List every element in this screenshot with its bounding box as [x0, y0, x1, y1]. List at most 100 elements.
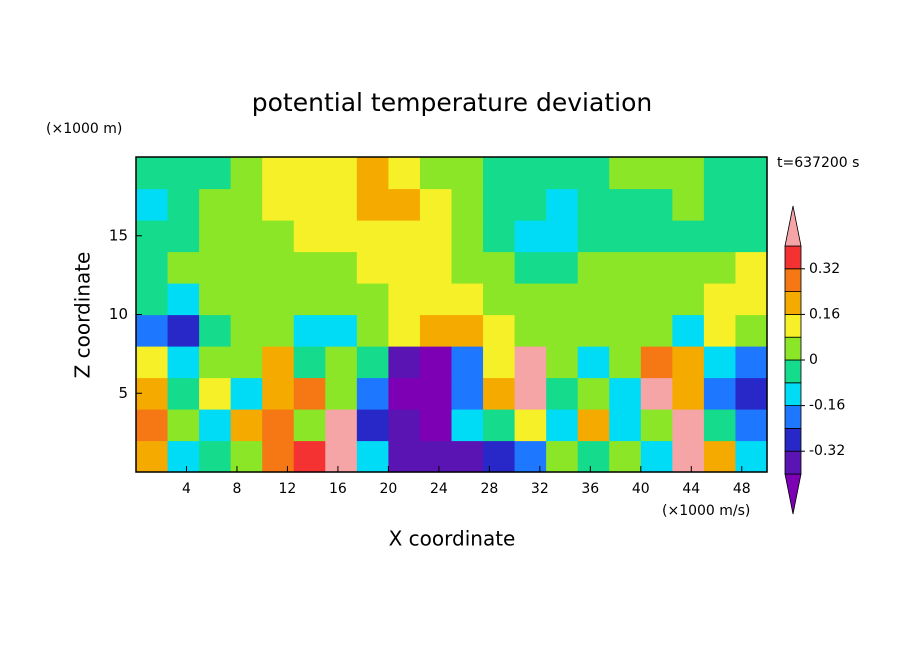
- x-unit-label: (×1000 m/s): [662, 503, 750, 519]
- contour-cell: [167, 409, 200, 442]
- y-axis-title: Z coordinate: [71, 252, 95, 379]
- contour-cell: [356, 283, 389, 316]
- contour-cell: [451, 157, 484, 190]
- contour-cell: [199, 346, 232, 379]
- contour-cell: [514, 377, 547, 410]
- contour-cell: [136, 346, 169, 379]
- contour-cell: [640, 283, 673, 316]
- contour-cell: [483, 440, 516, 473]
- contour-cell: [546, 188, 579, 221]
- contour-cell: [577, 346, 610, 379]
- colorbar-triangle-low: [784, 473, 802, 515]
- contour-cell: [483, 220, 516, 253]
- contour-cell: [293, 283, 326, 316]
- contour-cell: [451, 346, 484, 379]
- contour-cell: [356, 440, 389, 473]
- contour-cell: [230, 314, 263, 347]
- contour-cell: [199, 377, 232, 410]
- contour-cell: [199, 314, 232, 347]
- contour-cell: [609, 157, 642, 190]
- contour-cell: [735, 346, 768, 379]
- contour-cell: [703, 440, 737, 473]
- contour-cell: [514, 157, 547, 190]
- contour-cell: [546, 283, 579, 316]
- contour-cell: [167, 440, 200, 473]
- y-unit-label: (×1000 m): [46, 121, 122, 137]
- contour-cell: [167, 314, 200, 347]
- contour-cell: [451, 188, 484, 221]
- contour-cell: [136, 314, 169, 347]
- contour-cell: [640, 220, 673, 253]
- contour-cell: [293, 409, 326, 442]
- contour-cell: [199, 440, 232, 473]
- contour-cell: [546, 220, 579, 253]
- contour-cell: [735, 283, 768, 316]
- colorbar-box: [784, 427, 802, 452]
- contour-cell: [672, 440, 705, 473]
- contour-cell: [514, 346, 547, 379]
- contour-cell: [388, 314, 421, 347]
- contour-cell: [483, 251, 516, 284]
- x-tick-label: 8: [232, 481, 241, 497]
- contour-cell: [136, 409, 169, 442]
- contour-cell: [230, 409, 263, 442]
- contour-cell: [419, 440, 453, 473]
- contour-cell: [514, 220, 547, 253]
- contour-cell: [703, 220, 737, 253]
- contour-cell: [640, 314, 673, 347]
- colorbar-box: [784, 336, 802, 361]
- contour-cell: [419, 157, 453, 190]
- contour-cell: [167, 157, 200, 190]
- contour-cell: [167, 220, 200, 253]
- colorbar-box: [784, 245, 802, 270]
- contour-cell: [640, 346, 673, 379]
- contour-cell: [356, 157, 389, 190]
- contour-cell: [262, 314, 295, 347]
- contour-cell: [546, 377, 579, 410]
- contour-cell: [199, 283, 232, 316]
- contour-cell: [609, 188, 642, 221]
- contour-cell: [388, 440, 421, 473]
- contour-cell: [451, 409, 484, 442]
- contour-cell: [325, 440, 358, 473]
- contour-cell: [230, 188, 263, 221]
- contour-cell: [514, 283, 547, 316]
- colorbar-box: [784, 268, 802, 292]
- contour-cell: [325, 283, 358, 316]
- colorbar-box: [784, 450, 802, 475]
- x-tick-label: 40: [632, 481, 650, 497]
- contour-cell: [167, 188, 200, 221]
- contour-cell: [388, 409, 421, 442]
- contour-cell: [672, 251, 705, 284]
- contour-cell: [199, 220, 232, 253]
- contour-cell: [293, 220, 326, 253]
- contour-cell: [703, 346, 737, 379]
- contour-cell: [262, 157, 295, 190]
- contour-cell: [577, 283, 610, 316]
- contour-cell: [199, 157, 232, 190]
- contour-cell: [609, 440, 642, 473]
- contour-cell: [483, 157, 516, 190]
- contour-cell: [419, 188, 453, 221]
- contour-cell: [672, 314, 705, 347]
- y-tick-label: 5: [118, 384, 128, 402]
- contour-cell: [262, 440, 295, 473]
- contour-cell: [136, 188, 169, 221]
- contour-cell: [167, 283, 200, 316]
- contour-cell: [640, 377, 673, 410]
- contour-cell: [577, 220, 610, 253]
- contour-cell: [703, 283, 737, 316]
- contour-cell: [419, 283, 453, 316]
- contour-cell: [356, 377, 389, 410]
- contour-cell: [546, 440, 579, 473]
- contour-cell: [672, 346, 705, 379]
- contour-cell: [577, 314, 610, 347]
- contour-cell: [419, 314, 453, 347]
- chart-title: potential temperature deviation: [252, 88, 652, 117]
- contour-cell: [451, 314, 484, 347]
- contour-cell: [388, 188, 421, 221]
- contour-cell: [356, 314, 389, 347]
- contour-cell: [451, 377, 484, 410]
- colorbar-box: [784, 359, 802, 384]
